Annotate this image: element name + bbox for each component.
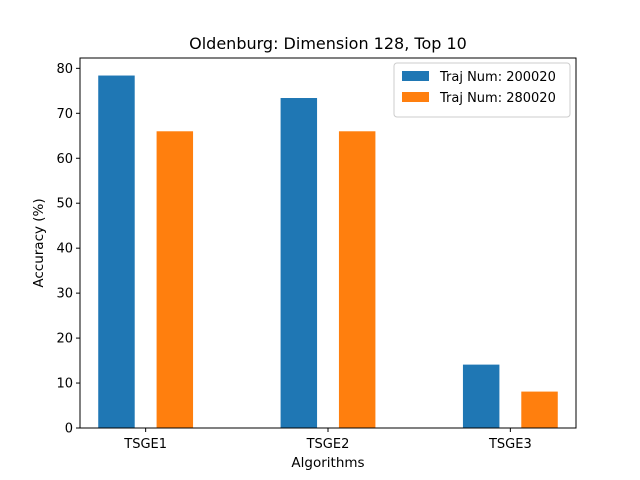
y-tick-label: 70 bbox=[56, 107, 73, 122]
chart-title: Oldenburg: Dimension 128, Top 10 bbox=[189, 34, 467, 53]
legend-label-1: Traj Num: 200020 bbox=[439, 70, 556, 85]
y-tick-label: 40 bbox=[56, 242, 73, 257]
x-tick-label: TSGE2 bbox=[306, 437, 350, 452]
x-tick-label: TSGE1 bbox=[123, 437, 167, 452]
x-tick-label: TSGE3 bbox=[488, 437, 532, 452]
bar-tsge2-series-1 bbox=[280, 98, 318, 429]
legend: Traj Num: 200020 Traj Num: 280020 bbox=[393, 62, 571, 118]
bar-tsge3-series-2 bbox=[521, 391, 558, 428]
bar-tsge1-series-2 bbox=[156, 131, 194, 428]
y-axis-label: Accuracy (%) bbox=[31, 198, 47, 287]
y-tick-label: 80 bbox=[56, 62, 73, 77]
legend-box bbox=[393, 62, 571, 118]
x-axis: TSGE1 TSGE2 TSGE3 bbox=[123, 428, 532, 452]
legend-label-2: Traj Num: 280020 bbox=[439, 91, 556, 106]
y-axis: 0 10 20 30 40 50 60 70 80 bbox=[56, 62, 80, 437]
legend-swatch-1 bbox=[402, 71, 429, 81]
bar-tsge1-series-1 bbox=[98, 75, 135, 428]
y-tick-label: 60 bbox=[56, 152, 73, 167]
y-tick-label: 10 bbox=[56, 377, 73, 392]
bars-group bbox=[98, 75, 558, 429]
legend-swatch-2 bbox=[402, 92, 429, 102]
y-tick-label: 50 bbox=[56, 197, 73, 212]
y-tick-label: 0 bbox=[65, 422, 73, 437]
plot-frame bbox=[79, 57, 577, 429]
bar-tsge3-series-1 bbox=[462, 364, 500, 428]
bar-tsge2-series-2 bbox=[338, 131, 376, 428]
x-axis-label: Algorithms bbox=[291, 455, 364, 471]
y-tick-label: 20 bbox=[56, 332, 73, 347]
y-tick-label: 30 bbox=[56, 287, 73, 302]
